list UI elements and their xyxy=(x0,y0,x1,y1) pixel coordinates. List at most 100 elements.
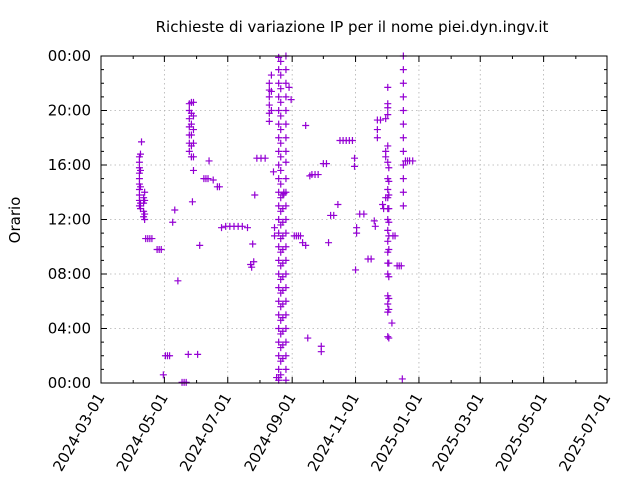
data-point xyxy=(209,176,217,184)
data-point xyxy=(238,222,246,230)
data-point xyxy=(205,157,213,165)
data-point xyxy=(261,154,269,162)
data-point xyxy=(384,111,392,119)
data-point xyxy=(189,166,197,174)
data-point xyxy=(351,154,359,162)
data-point xyxy=(271,224,279,232)
data-point xyxy=(282,175,290,183)
x-tick-label: 2024-07-01 xyxy=(176,390,235,475)
data-point xyxy=(282,229,290,237)
data-point xyxy=(302,241,310,249)
data-point xyxy=(382,153,390,161)
data-point xyxy=(282,297,290,305)
data-point xyxy=(384,186,392,194)
data-point xyxy=(370,217,378,225)
data-point xyxy=(282,120,290,128)
data-point xyxy=(282,311,290,319)
data-point xyxy=(275,53,283,61)
data-point xyxy=(269,168,277,176)
data-point xyxy=(330,211,338,219)
data-point xyxy=(215,183,223,191)
data-point xyxy=(249,240,257,248)
y-axis-label: Orario xyxy=(6,197,24,244)
data-point xyxy=(282,158,290,166)
data-point xyxy=(314,171,322,179)
data-point xyxy=(399,79,407,87)
data-point xyxy=(399,188,407,196)
data-point xyxy=(248,263,256,271)
data-point xyxy=(385,273,393,281)
data-point xyxy=(187,120,195,128)
data-point xyxy=(399,175,407,183)
data-point xyxy=(275,175,283,183)
y-tick-label: 00:00 xyxy=(48,374,91,392)
data-point xyxy=(187,131,195,139)
data-point xyxy=(282,256,290,264)
data-point xyxy=(185,115,193,123)
data-point xyxy=(282,202,290,210)
data-point xyxy=(282,134,290,142)
data-point xyxy=(189,126,197,134)
x-tick-label: 2025-07-01 xyxy=(555,390,614,475)
data-point xyxy=(275,107,283,114)
data-point xyxy=(373,126,381,134)
data-point xyxy=(385,191,393,199)
data-point xyxy=(385,334,393,342)
data-point xyxy=(138,138,146,146)
data-point xyxy=(351,162,359,170)
data-point xyxy=(304,334,312,342)
data-point xyxy=(275,311,283,319)
data-point xyxy=(251,191,259,199)
data-point xyxy=(409,157,417,165)
data-point xyxy=(250,258,258,266)
data-point xyxy=(399,120,407,128)
data-point xyxy=(171,206,179,214)
data-point xyxy=(244,224,252,232)
data-points xyxy=(135,52,417,386)
data-point xyxy=(184,350,192,358)
data-point xyxy=(189,98,197,106)
data-point xyxy=(169,218,177,226)
data-point xyxy=(277,85,285,93)
data-point xyxy=(136,150,144,158)
data-point xyxy=(384,237,392,245)
data-point xyxy=(277,153,285,161)
data-point xyxy=(282,66,290,74)
data-point xyxy=(282,93,290,101)
data-point xyxy=(277,371,285,379)
data-point xyxy=(174,277,182,285)
data-point xyxy=(282,284,290,292)
plot-frame xyxy=(100,55,608,384)
data-point xyxy=(382,115,390,123)
data-point xyxy=(285,83,293,91)
data-point xyxy=(275,134,283,142)
data-point xyxy=(277,166,285,174)
y-tick-label: 20:00 xyxy=(48,102,91,120)
data-point xyxy=(282,107,290,114)
data-point xyxy=(185,147,193,155)
data-point xyxy=(385,259,393,267)
data-point xyxy=(267,107,275,114)
data-point xyxy=(265,79,273,87)
data-point xyxy=(141,216,149,223)
data-point xyxy=(385,164,393,172)
data-point xyxy=(271,232,279,240)
data-point xyxy=(196,241,204,249)
data-point xyxy=(277,98,285,106)
data-point xyxy=(384,226,392,234)
data-point xyxy=(136,183,144,191)
data-point xyxy=(360,210,368,218)
data-point xyxy=(399,66,407,74)
data-point xyxy=(275,338,283,346)
data-point xyxy=(275,297,283,305)
data-point xyxy=(265,117,273,125)
data-point xyxy=(275,229,283,237)
data-point xyxy=(277,126,285,134)
data-point xyxy=(189,139,197,147)
y-tick-labels: 00:00 04:00 08:00 12:00 16:00 20:00 00:00 xyxy=(48,47,91,392)
data-point xyxy=(376,116,384,124)
data-point xyxy=(302,121,310,129)
data-point xyxy=(398,375,406,383)
data-point xyxy=(275,120,283,128)
